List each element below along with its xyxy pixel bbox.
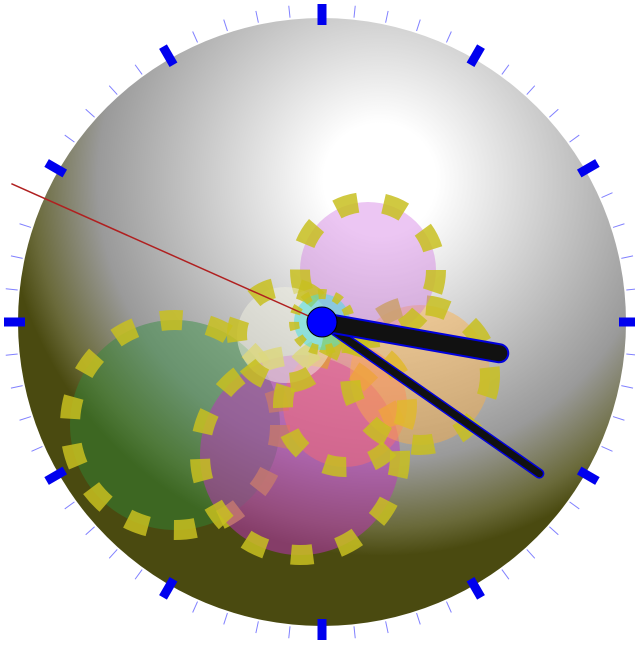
minute-tick (526, 549, 536, 559)
minute-tick (416, 612, 421, 625)
minute-tick (10, 385, 23, 389)
minute-tick (353, 5, 356, 18)
minute-tick (255, 621, 259, 634)
minute-tick (19, 416, 32, 421)
minute-tick (621, 255, 634, 259)
minute-tick (134, 64, 143, 75)
minute-tick (385, 10, 389, 23)
hour-tick (159, 44, 178, 68)
minute-tick (501, 64, 510, 75)
hour-tick (576, 159, 600, 178)
hour-tick (44, 466, 68, 485)
center-cap (306, 306, 338, 338)
minute-tick (85, 108, 95, 118)
minute-tick (626, 288, 635, 291)
minute-tick (10, 255, 23, 259)
minute-tick (601, 192, 613, 198)
minute-tick (223, 612, 228, 625)
ticks (4, 4, 635, 640)
minute-tick (385, 621, 389, 634)
gear (190, 345, 410, 565)
minute-tick (192, 31, 198, 43)
hands (11, 183, 545, 479)
second-hand (11, 183, 323, 323)
minute-tick (192, 601, 198, 613)
minute-tick (612, 416, 625, 421)
minute-hand (318, 318, 543, 478)
minute-tick (416, 19, 421, 32)
hour-tick (44, 159, 68, 178)
hour-tick (466, 44, 485, 68)
minute-tick (626, 353, 635, 356)
minute-tick (5, 288, 18, 291)
minute-tick (569, 501, 580, 510)
minute-tick (64, 501, 75, 510)
minute-tick (446, 31, 452, 43)
minute-tick (31, 446, 43, 452)
minute-tick (5, 353, 18, 356)
minute-tick (526, 85, 536, 95)
minute-tick (549, 526, 559, 536)
minute-tick (612, 223, 625, 228)
minute-tick (501, 569, 510, 580)
minute-tick (134, 569, 143, 580)
minute-tick (64, 134, 75, 143)
minute-tick (255, 10, 259, 23)
minute-tick (353, 626, 356, 639)
minute-tick (601, 446, 613, 452)
minute-tick (446, 601, 452, 613)
minute-tick (19, 223, 32, 228)
minute-tick (85, 526, 95, 536)
minute-tick (223, 19, 228, 32)
minute-tick (621, 385, 634, 389)
minute-tick (288, 626, 291, 639)
minute-tick (549, 108, 559, 118)
minute-tick (569, 134, 580, 143)
minute-tick (288, 5, 291, 18)
minute-tick (108, 549, 118, 559)
hour-tick (576, 466, 600, 485)
hour-hand (314, 314, 508, 362)
hour-tick (466, 576, 485, 600)
minute-tick (108, 85, 118, 95)
hour-tick (159, 576, 178, 600)
